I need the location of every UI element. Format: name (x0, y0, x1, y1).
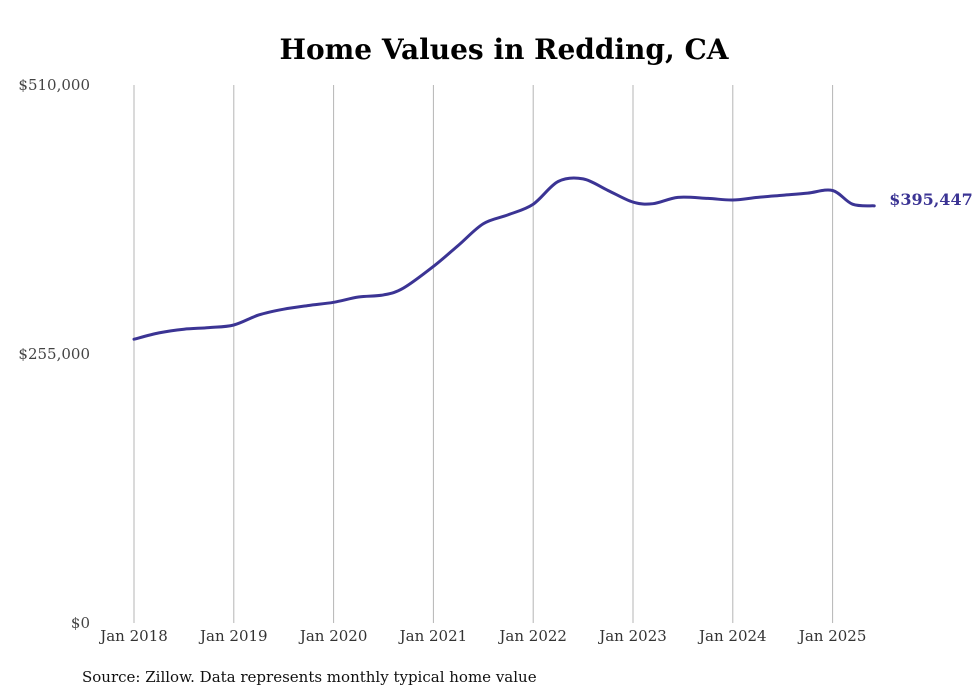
x-tick-label-1: Jan 2019 (198, 627, 268, 645)
grid (133, 85, 834, 623)
x-tick-label-7: Jan 2025 (797, 627, 867, 645)
y-tick-label-2: $510,000 (18, 76, 90, 94)
x-tick-label-2: Jan 2020 (298, 627, 368, 645)
series-layer: $395,447 (132, 176, 973, 341)
x-axis: Jan 2018 Jan 2019 Jan 2020 Jan 2021 Jan 2022… (98, 627, 866, 645)
x-tick-label-5: Jan 2023 (597, 627, 667, 645)
x-tick-label-0: Jan 2018 (98, 627, 168, 645)
y-tick-label-0: $0 (71, 614, 90, 632)
x-tick-label-3: Jan 2021 (398, 627, 468, 645)
source-note: Source: Zillow. Data represents monthly … (82, 668, 537, 686)
series-line-0 (132, 176, 876, 341)
x-tick-label-6: Jan 2024 (697, 627, 767, 645)
y-tick-label-1: $255,000 (18, 345, 90, 363)
y-axis: $0 $255,000 $510,000 (18, 76, 90, 632)
chart-title: Home Values in Redding, CA (280, 33, 730, 66)
end-value-label: $395,447 (889, 190, 973, 209)
x-tick-label-4: Jan 2022 (497, 627, 567, 645)
